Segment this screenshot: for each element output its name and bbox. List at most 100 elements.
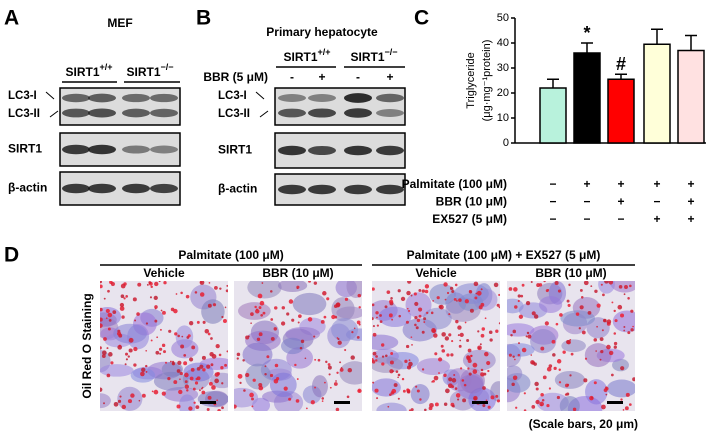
lipid-droplet xyxy=(397,397,400,400)
lipid-droplet xyxy=(331,314,336,320)
lipid-droplet xyxy=(443,402,448,406)
lipid-droplet xyxy=(457,334,460,337)
lipid-droplet xyxy=(101,354,106,358)
lipid-droplet xyxy=(280,321,286,326)
lipid-droplet xyxy=(520,294,524,298)
band xyxy=(376,184,404,195)
lipid-droplet xyxy=(517,353,521,357)
lipid-droplet xyxy=(133,346,138,352)
lipid-droplet xyxy=(159,328,162,331)
y-tick-label: 10 xyxy=(497,112,509,124)
cell xyxy=(247,281,282,299)
lipid-droplet xyxy=(183,354,187,357)
lipid-droplet xyxy=(530,360,535,365)
group-title: Palmitate (100 μM) + EX527 (5 μM) xyxy=(407,248,601,262)
lipid-droplet xyxy=(107,327,111,331)
cell xyxy=(292,292,327,316)
lipid-droplet xyxy=(128,348,133,353)
lipid-droplet xyxy=(132,297,137,302)
lipid-droplet xyxy=(180,291,183,295)
band xyxy=(150,93,178,103)
lipid-droplet xyxy=(245,372,250,378)
lipid-droplet xyxy=(613,332,617,335)
lipid-droplet xyxy=(628,403,632,406)
lipid-droplet xyxy=(158,281,161,283)
lipid-droplet xyxy=(508,353,512,357)
lipid-droplet xyxy=(184,380,188,384)
lipid-droplet xyxy=(305,407,308,410)
lipid-droplet xyxy=(604,281,609,284)
lipid-droplet xyxy=(389,299,394,304)
band xyxy=(122,145,150,154)
cell xyxy=(372,356,404,373)
lipid-droplet xyxy=(448,313,451,316)
lipid-droplet xyxy=(512,375,518,381)
lipid-droplet xyxy=(558,368,561,371)
lipid-droplet xyxy=(175,293,178,295)
lipid-droplet xyxy=(310,400,315,405)
lipid-droplet xyxy=(335,302,341,308)
row-label: SIRT1 xyxy=(8,142,42,156)
lipid-droplet xyxy=(496,399,500,403)
lipid-droplet xyxy=(357,293,362,298)
lipid-droplet xyxy=(542,375,547,380)
lipid-droplet xyxy=(583,281,589,286)
treatment-sign: − xyxy=(653,195,660,209)
lipid-droplet xyxy=(613,341,618,346)
lipid-droplet xyxy=(567,303,571,307)
lipid-droplet xyxy=(124,363,127,366)
lipid-droplet xyxy=(521,347,527,353)
lipid-droplet xyxy=(601,404,606,410)
lipid-droplet xyxy=(254,305,257,309)
lipid-droplet xyxy=(379,320,383,323)
lipid-droplet xyxy=(216,399,219,402)
lipid-droplet xyxy=(177,360,182,365)
lipid-droplet xyxy=(160,309,163,312)
lipid-droplet xyxy=(120,283,126,289)
lipid-droplet xyxy=(199,364,204,369)
lipid-droplet xyxy=(150,285,153,289)
lipid-droplet xyxy=(372,325,375,328)
lipid-droplet xyxy=(433,333,438,338)
lipid-droplet xyxy=(443,282,448,287)
scale-bar xyxy=(334,401,350,404)
lipid-droplet xyxy=(196,367,201,371)
cell xyxy=(554,370,586,389)
lipid-droplet xyxy=(215,343,220,349)
lipid-droplet xyxy=(595,350,597,352)
lipid-droplet xyxy=(407,309,411,313)
lipid-droplet xyxy=(584,357,588,360)
genotype-label: SIRT1−/− xyxy=(350,47,397,64)
lipid-droplet xyxy=(120,294,125,298)
bar xyxy=(677,49,705,144)
lipid-droplet xyxy=(327,365,332,370)
lipid-droplet xyxy=(326,297,330,301)
cell xyxy=(530,329,557,354)
lipid-droplet xyxy=(264,365,267,368)
lipid-droplet xyxy=(125,352,129,356)
row-label: SIRT1 xyxy=(218,143,252,157)
cell xyxy=(372,378,401,397)
lipid-droplet xyxy=(411,344,413,346)
lipid-droplet xyxy=(620,398,623,401)
lipid-droplet xyxy=(472,369,478,374)
lipid-droplet xyxy=(136,312,140,316)
lipid-droplet xyxy=(389,360,394,365)
lipid-droplet xyxy=(531,405,536,409)
cell xyxy=(245,363,272,390)
lipid-droplet xyxy=(583,378,588,383)
lipid-droplet xyxy=(294,363,297,367)
lipid-droplet xyxy=(572,407,577,411)
lipid-droplet xyxy=(430,311,434,315)
lipid-droplet xyxy=(225,289,228,293)
lipid-droplet xyxy=(466,356,471,361)
lipid-droplet xyxy=(613,345,617,349)
panel-label: C xyxy=(414,7,429,30)
lipid-droplet xyxy=(243,389,246,392)
side-label: Oil Red O Staining xyxy=(80,293,94,398)
lipid-droplet xyxy=(140,371,145,377)
cell xyxy=(242,342,273,367)
lipid-droplet xyxy=(445,388,450,394)
lipid-droplet xyxy=(541,398,545,402)
